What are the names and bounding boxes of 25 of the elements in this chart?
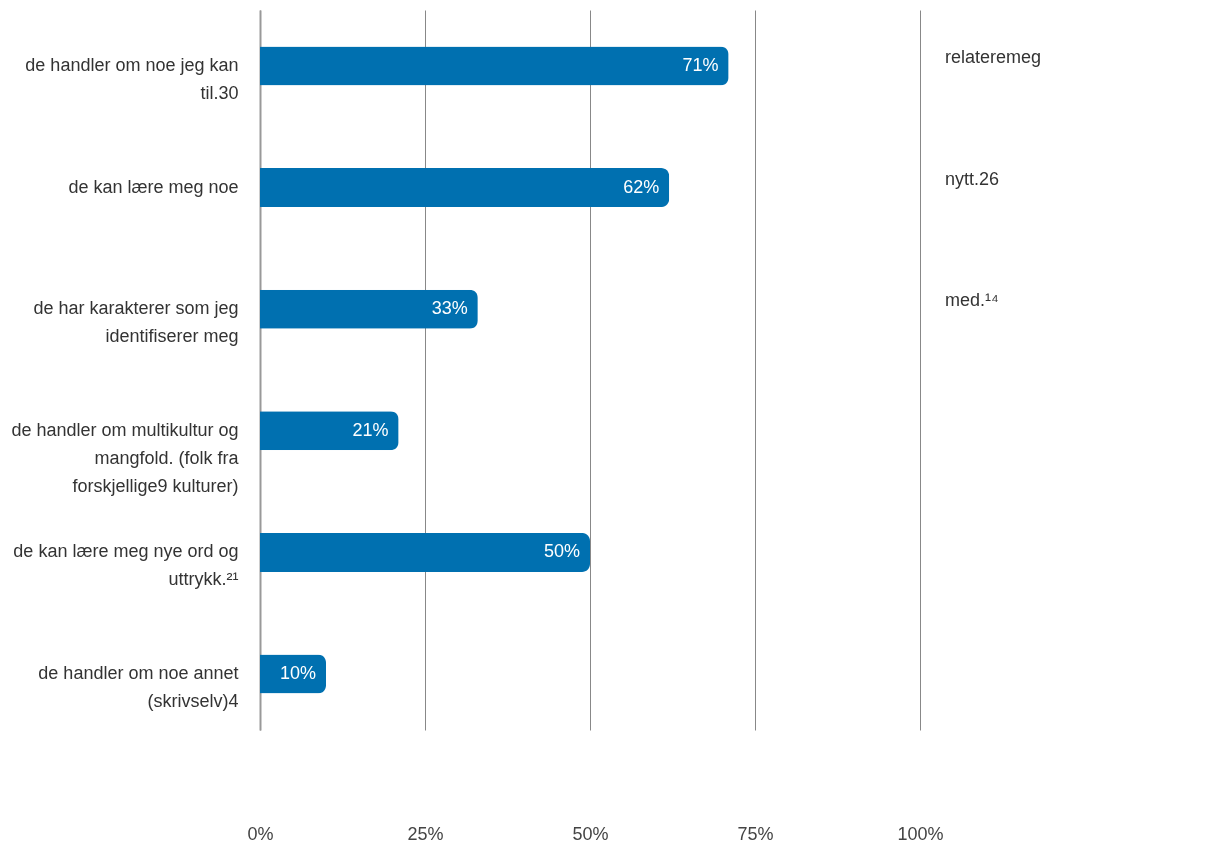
text: nytt.26: [945, 168, 1000, 189]
y-tick-label: de handler om multikultur og mangfold. (folk fra forskjellige9 kulturer): [11, 419, 240, 496]
bar: [260, 411, 399, 451]
bar: [260, 532, 590, 572]
data-label: 71%: [682, 54, 719, 75]
bar: [260, 46, 729, 86]
x-tick-label: 100%: [897, 823, 944, 841]
x-tick-label: 50%: [572, 823, 609, 841]
y-tick-label: de kan lære meg nye ord og uttrykk.²¹: [13, 541, 239, 590]
x-tick-label: 75%: [737, 823, 774, 841]
y-tick-label: de kan lære meg noe: [68, 176, 239, 197]
bar: [260, 168, 670, 208]
data-label: 33%: [431, 298, 468, 319]
x-tick-label: 25%: [407, 823, 444, 841]
data-label: 62%: [623, 176, 660, 197]
x-tick-label: 0%: [247, 823, 274, 841]
y-tick-label: de har karakterer som jeg identifiserer meg: [33, 298, 239, 347]
data-label: 10%: [279, 663, 316, 684]
y-tick-label: de handler om noe jeg kan til.30: [25, 54, 239, 103]
text: relateremeg: [945, 46, 1042, 67]
data-label: 50%: [543, 541, 580, 562]
y-tick-label: de handler om noe annet (skrivselv)4: [38, 663, 239, 712]
data-label: 21%: [352, 419, 389, 440]
text: med.¹⁴: [945, 290, 999, 311]
bar: [260, 289, 478, 329]
